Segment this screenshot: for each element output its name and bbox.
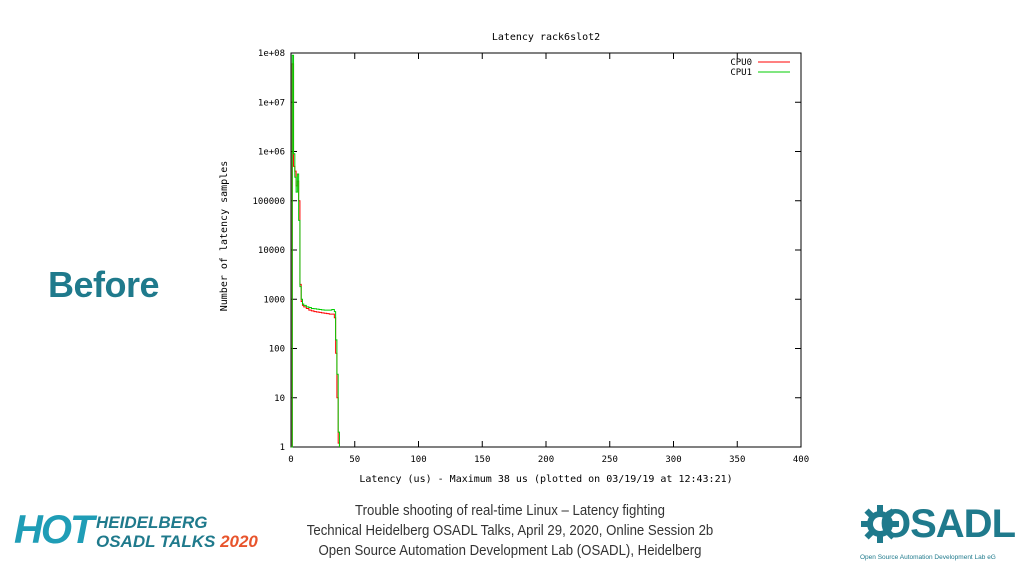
plot-frame [290, 52, 802, 448]
series-line-cpu0 [291, 63, 340, 448]
series-line-cpu1 [291, 54, 340, 448]
x-axis-ticks: 0 50 100 150 200 250 300 350 400 [288, 53, 809, 465]
x-tick-label: 350 [729, 455, 745, 465]
x-tick-label: 300 [665, 455, 681, 465]
y-tick-label: 100 [269, 345, 285, 355]
x-tick-label: 250 [602, 455, 618, 465]
y-tick-label: 10000 [258, 246, 285, 256]
hot-logo-talks: OSADL TALKS [96, 532, 216, 551]
y-axis-label: Number of latency samples [219, 161, 230, 312]
plot-border [290, 52, 802, 448]
y-tick-label: 1e+07 [258, 98, 285, 108]
x-tick-label: 50 [349, 455, 360, 465]
footer-line-2: Technical Heidelberg OSADL Talks, April … [306, 522, 714, 539]
y-axis-ticks: 1 10 100 1000 10000 100000 1e+06 1e+07 1e+08 [252, 49, 801, 453]
y-tick-label: 100000 [252, 197, 285, 207]
x-tick-label: 0 [288, 455, 293, 465]
osadl-logo-mark: OSADL [880, 502, 1016, 546]
hot-logo: HOT HEIDELBERG OSADL TALKS 2020 [14, 508, 258, 558]
y-tick-label: 1 [280, 443, 285, 453]
osadl-logo-tagline: Open Source Automation Development Lab e… [860, 554, 996, 561]
hot-logo-line1: HEIDELBERG [96, 513, 208, 532]
series-lines [291, 54, 340, 448]
x-tick-label: 150 [474, 455, 490, 465]
hot-logo-line2: OSADL TALKS 2020 [96, 533, 258, 551]
slide-heading: Before [48, 264, 160, 305]
hot-logo-mark: HOT [14, 508, 94, 552]
y-tick-label: 1e+08 [258, 49, 285, 59]
chart-title: Latency rack6slot2 [492, 32, 600, 43]
legend-label-cpu1: CPU1 [730, 68, 752, 78]
footer-line-1: Trouble shooting of real-time Linux – La… [355, 502, 665, 519]
y-tick-label: 1e+06 [258, 148, 285, 158]
x-tick-label: 400 [793, 455, 809, 465]
slide-footer: Trouble shooting of real-time Linux – La… [250, 501, 770, 561]
hot-logo-year: 2020 [220, 532, 258, 551]
footer-line-3: Open Source Automation Development Lab (… [318, 542, 702, 559]
y-tick-label: 1000 [263, 295, 285, 305]
x-axis-label: Latency (us) - Maximum 38 us (plotted on… [359, 474, 732, 485]
legend-label-cpu0: CPU0 [730, 58, 752, 68]
osadl-logo: OSADL Open Source Automation Development… [860, 498, 1016, 568]
y-tick-label: 10 [274, 394, 285, 404]
x-tick-label: 200 [538, 455, 554, 465]
latency-chart: Latency rack6slot2 110100100010000100000… [219, 32, 809, 485]
gear-icon [861, 505, 899, 543]
x-tick-label: 100 [410, 455, 426, 465]
